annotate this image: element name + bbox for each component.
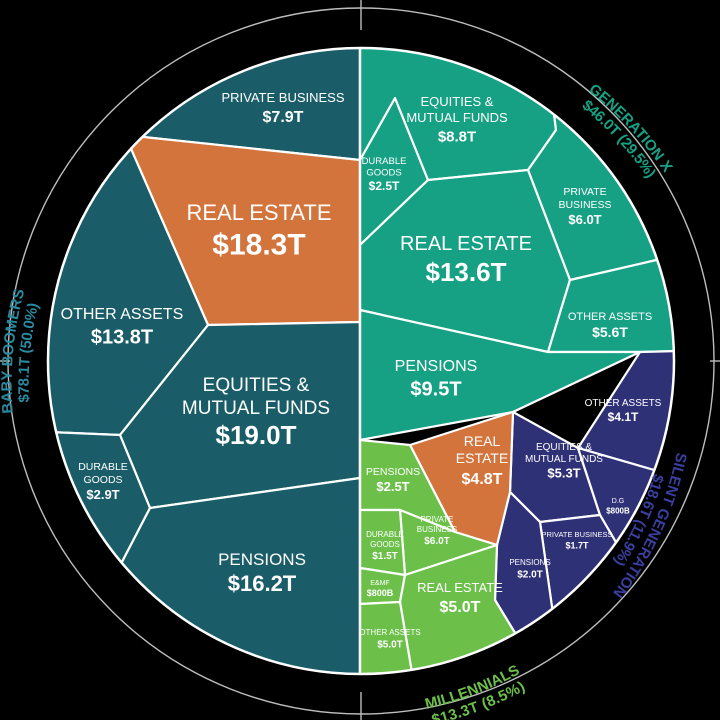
label-ml-other-assets: OTHER ASSETS $5.0T: [359, 628, 420, 650]
label-gx-equities: EQUITIES &MUTUAL FUNDS $8.8T: [406, 94, 508, 145]
asset-amount: $5.6T: [592, 324, 628, 340]
asset-amount: $19.0T: [216, 420, 297, 450]
asset-label: BUSINESS: [417, 525, 457, 534]
asset-label: E&MF: [370, 580, 389, 587]
asset-amount: $6.0T: [424, 536, 450, 547]
asset-amount: $8.8T: [438, 128, 476, 145]
label-sg-durable-goods: D.G $800B: [606, 498, 630, 516]
asset-amount: $6.0T: [568, 212, 601, 227]
asset-label: EQUITIES &: [421, 94, 494, 109]
asset-label: OTHER ASSETS: [585, 398, 662, 409]
asset-amount: $2.0T: [517, 569, 543, 580]
asset-amount: $5.0T: [440, 599, 481, 616]
asset-amount: $2.5T: [376, 479, 409, 494]
asset-label: EQUITIES &: [203, 375, 310, 396]
asset-label: GOODS: [366, 168, 401, 179]
asset-label: BUSINESS: [558, 199, 611, 211]
asset-label: PRIVATE BUSINESS: [542, 530, 613, 539]
label-bb-other-assets: OTHER ASSETS $13.8T: [61, 306, 184, 349]
asset-label: REAL: [464, 433, 501, 449]
asset-amount: $4.1T: [608, 410, 639, 424]
asset-label: MUTUAL FUNDS: [406, 110, 508, 125]
asset-amount: $800B: [606, 507, 630, 516]
asset-label: MUTUAL FUNDS: [182, 398, 330, 419]
asset-label: REAL ESTATE: [400, 233, 532, 255]
label-bb-private-business: PRIVATE BUSINESS $7.9T: [221, 90, 344, 126]
asset-amount: $13.6T: [426, 257, 507, 287]
asset-label: PENSIONS: [366, 466, 420, 478]
asset-amount: $800B: [367, 588, 394, 598]
label-ml-pensions: PENSIONS$2.5T: [366, 466, 420, 494]
label-sg-other-assets: OTHER ASSETS$4.1T: [585, 398, 662, 424]
asset-amount: $18.3T: [212, 228, 305, 261]
asset-label: PENSIONS: [509, 558, 550, 567]
asset-label: GOODS: [370, 540, 400, 549]
asset-label: OTHER ASSETS: [61, 306, 184, 323]
asset-label: EQUITIES &: [536, 442, 592, 453]
asset-amount: $13.8T: [91, 327, 153, 349]
label-sg-private-business: PRIVATE BUSINESS$1.7T: [542, 530, 613, 550]
asset-label: PRIVATE BUSINESS: [221, 90, 344, 105]
asset-label: PRIVATE: [563, 186, 606, 198]
label-sg-pensions: PENSIONS $2.0T: [509, 558, 550, 580]
cell-bb-private-business: [58, 48, 362, 162]
asset-label: PENSIONS: [218, 550, 306, 569]
asset-amount: $2.5T: [369, 179, 400, 193]
asset-label: MUTUAL FUNDS: [525, 454, 603, 465]
asset-amount: $1.7T: [565, 540, 589, 550]
cell-ml-other-assets: [358, 600, 422, 674]
asset-amount: $5.0T: [377, 639, 403, 650]
asset-label: REAL ESTATE: [186, 200, 331, 225]
label-gx-real-estate: REAL ESTATE$13.6T: [400, 233, 532, 287]
asset-amount: $9.5T: [410, 379, 461, 401]
cell-gx-other-assets: [546, 256, 674, 354]
asset-amount: $1.5T: [372, 551, 398, 562]
asset-amount: $2.9T: [86, 487, 119, 502]
chart-circle-border: [46, 46, 676, 676]
asset-label: DURABLE: [78, 461, 128, 473]
label-ml-equities: E&MF$800B: [367, 580, 394, 598]
asset-label: OTHER ASSETS: [568, 311, 652, 323]
asset-label: GOODS: [83, 474, 122, 486]
asset-amount: $5.3T: [547, 466, 580, 481]
asset-label: REAL ESTATE: [417, 580, 503, 595]
asset-label: PRIVATE: [420, 515, 453, 524]
label-bb-pensions: PENSIONS $16.2T: [218, 550, 306, 596]
asset-amount: $4.8T: [462, 471, 503, 488]
label-gx-pensions: PENSIONS $9.5T: [395, 358, 478, 401]
asset-label: OTHER ASSETS: [359, 628, 420, 637]
asset-label: D.G: [612, 498, 624, 505]
label-bb-equities: EQUITIES &MUTUAL FUNDS$19.0T: [182, 375, 330, 450]
asset-label: PENSIONS: [395, 358, 478, 375]
label-sg-equities: EQUITIES &MUTUAL FUNDS$5.3T: [525, 442, 603, 481]
label-bb-real-estate: REAL ESTATE $18.3T: [186, 200, 331, 261]
label-gx-other-assets: OTHER ASSETS$5.6T: [568, 311, 652, 340]
label-ml-real-estate: REAL ESTATE $5.0T: [417, 580, 503, 616]
asset-label: DURABLE: [366, 530, 404, 539]
asset-amount: $16.2T: [228, 571, 297, 596]
asset-label: ESTATE: [456, 450, 508, 466]
labels-layer: PRIVATE BUSINESS $7.9T REAL ESTATE $18.3T OT…: [46, 46, 676, 676]
asset-amount: $7.9T: [263, 109, 304, 126]
cell-bb-durable-goods: [48, 428, 152, 674]
asset-label: DURABLE: [362, 156, 407, 167]
cell-sg-other-assets: [576, 348, 674, 674]
